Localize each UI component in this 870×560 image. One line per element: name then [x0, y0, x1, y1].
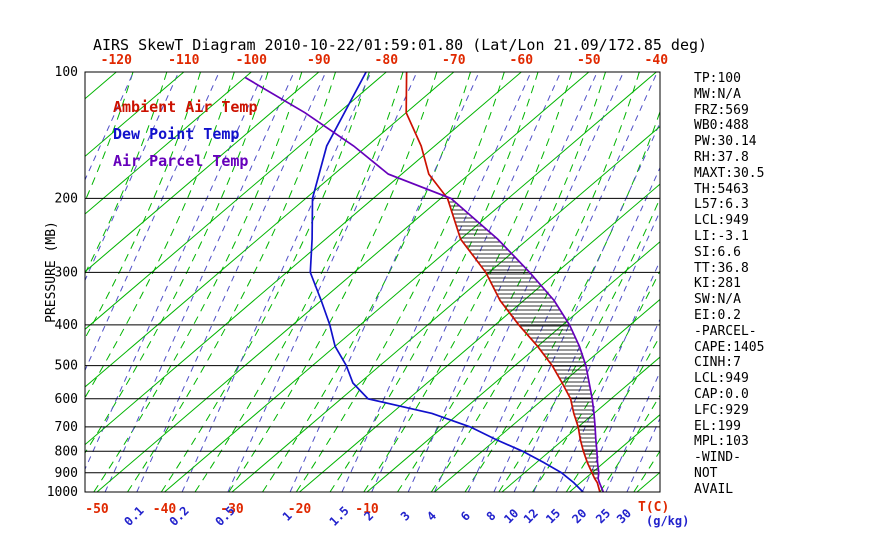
mixing-ratio-tick: 30 — [614, 506, 634, 526]
index-line: -WIND- — [694, 450, 741, 466]
legend-item-parcel: Air Parcel Temp — [113, 152, 249, 170]
plot-frame — [84, 71, 661, 493]
pressure-tick: 400 — [55, 318, 78, 333]
mixing-ratio-tick: 1.5 — [327, 504, 352, 529]
top-temp-axis: -120 -110 -100 -90 -80 -70 -60 -50 -40 — [101, 53, 669, 68]
index-line: RH:37.8 — [694, 149, 749, 165]
mixing-axis-unit-label: (g/kg) — [646, 514, 690, 528]
temp-axis-unit-label: T(C) — [638, 500, 670, 515]
top-temp-tick: -100 — [236, 53, 267, 68]
index-line: MPL:103 — [694, 434, 749, 450]
bottom-temp-tick: -20 — [288, 502, 312, 517]
ambient-temp-curve — [405, 72, 601, 492]
indices-panel: TP:100 MW:N/A FRZ:569 WB0:488 PW:30.14 RH:37.… — [694, 71, 866, 498]
pressure-tick: 800 — [55, 444, 78, 459]
top-temp-tick: -40 — [645, 53, 669, 68]
top-temp-tick: -90 — [307, 53, 331, 68]
index-line: EL:199 — [694, 418, 741, 434]
mixing-ratio-tick: 10 — [501, 506, 521, 526]
index-line: AVAIL — [694, 481, 734, 497]
index-line: KI:281 — [694, 276, 741, 292]
index-line: CAP:0.0 — [694, 386, 749, 402]
plot-area — [85, 72, 660, 492]
chart-title: AIRS SkewT Diagram 2010-10-22/01:59:01.8… — [92, 36, 708, 54]
mixing-ratio-tick: 0.1 — [121, 504, 146, 529]
mixing-ratio-tick: 12 — [521, 506, 541, 526]
index-line: L57:6.3 — [694, 197, 749, 213]
pressure-tick: 100 — [55, 65, 78, 80]
index-line: PW:30.14 — [694, 134, 757, 150]
index-line: SW:N/A — [694, 292, 741, 308]
mixing-ratio-tick: 15 — [543, 506, 563, 526]
index-line: CAPE:1405 — [694, 339, 765, 355]
mixing-ratio-tick: 8 — [484, 509, 499, 524]
index-line: EI:0.2 — [694, 307, 741, 323]
pressure-tick: 200 — [55, 191, 78, 206]
pressure-tick: 900 — [55, 466, 78, 481]
index-line: FRZ:569 — [694, 102, 749, 118]
index-line: TH:5463 — [694, 181, 749, 197]
pressure-tick: 1000 — [47, 485, 78, 500]
pressure-tick: 500 — [55, 359, 78, 374]
mixing-ratio-tick: 20 — [569, 506, 589, 526]
mixing-ratio-tick: 4 — [424, 509, 439, 524]
mixing-ratio-tick: 25 — [593, 506, 613, 526]
index-line: LFC:929 — [694, 402, 749, 418]
legend-item-ambient: Ambient Air Temp — [113, 98, 258, 116]
top-temp-tick: -110 — [168, 53, 199, 68]
pressure-tick: 700 — [55, 420, 78, 435]
top-temp-tick: -120 — [101, 53, 132, 68]
legend: Ambient Air Temp Dew Point Temp Air Parc… — [113, 94, 258, 175]
bottom-temp-tick: -40 — [153, 502, 177, 517]
index-line: NOT — [694, 465, 718, 481]
dewpoint-curve — [309, 72, 584, 492]
pressure-tick: 600 — [55, 392, 78, 407]
index-line: -PARCEL- — [694, 323, 757, 339]
isotherm-lines — [85, 72, 660, 492]
index-line: WB0:488 — [694, 118, 749, 134]
index-line: TT:36.8 — [694, 260, 749, 276]
top-temp-tick: -80 — [375, 53, 399, 68]
mixing-ratio-tick: 6 — [458, 509, 473, 524]
mixing-ratio-tick: 3 — [398, 509, 413, 524]
index-line: LCL:949 — [694, 371, 749, 387]
index-line: TP:100 — [694, 71, 741, 86]
index-line: LCL:949 — [694, 213, 749, 229]
index-line: CINH:7 — [694, 355, 741, 371]
parcel-temp-curve — [244, 76, 605, 492]
bottom-temp-axis: -50 -40 -30 -20 -10 — [85, 502, 379, 517]
pressure-axis-labels: 100 200 300 400 500 600 700 800 900 1000 — [47, 65, 78, 500]
cape-hatch-area — [447, 198, 599, 479]
pressure-tick: 300 — [55, 265, 78, 280]
pressure-axis-title: PRESSURE (MB) — [44, 221, 59, 323]
bottom-temp-tick: -30 — [220, 502, 244, 517]
index-line: MAXT:30.5 — [694, 165, 765, 181]
top-temp-tick: -60 — [510, 53, 534, 68]
legend-item-dewpoint: Dew Point Temp — [113, 125, 240, 143]
index-line: SI:6.6 — [694, 244, 741, 260]
index-line: LI:-3.1 — [694, 228, 749, 244]
index-line: MW:N/A — [694, 86, 741, 102]
top-temp-tick: -70 — [442, 53, 466, 68]
bottom-temp-tick: -10 — [355, 502, 379, 517]
top-temp-tick: -50 — [577, 53, 601, 68]
bottom-temp-tick: -50 — [85, 502, 109, 517]
